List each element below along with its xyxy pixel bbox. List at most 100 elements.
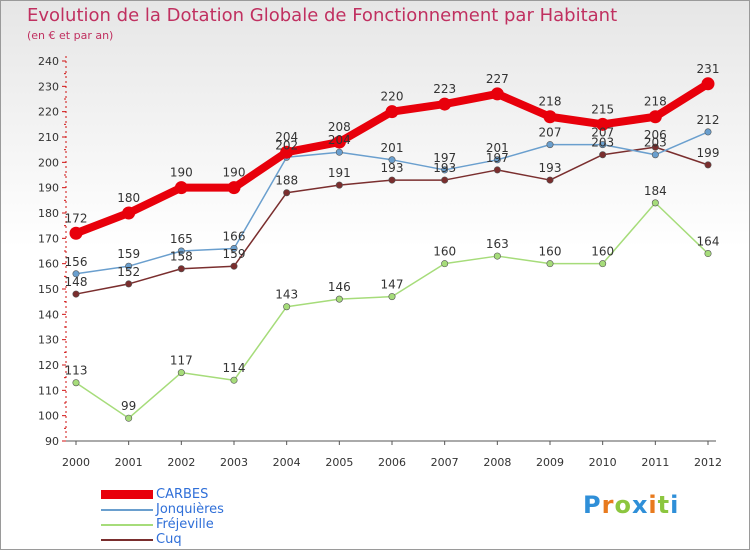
data-label: 184 <box>644 184 667 198</box>
data-point <box>385 105 399 119</box>
data-label: 165 <box>170 232 193 246</box>
data-label: 202 <box>275 138 298 152</box>
x-tick-label: 2007 <box>431 456 459 469</box>
data-label: 204 <box>275 130 298 144</box>
x-tick-label: 2011 <box>641 456 669 469</box>
legend-item-jonquieres: Jonquières <box>101 502 224 517</box>
y-tick-label: 240 <box>38 55 59 68</box>
data-label: 201 <box>486 141 509 155</box>
data-label: 227 <box>486 72 509 86</box>
data-point <box>332 135 346 149</box>
data-point <box>490 87 504 101</box>
data-point <box>283 189 291 197</box>
data-point <box>230 244 238 252</box>
data-label: 180 <box>117 191 140 205</box>
data-label: 158 <box>170 250 193 264</box>
y-tick-label: 230 <box>38 80 59 93</box>
data-point <box>546 260 554 268</box>
data-label: 193 <box>381 161 404 175</box>
data-label: 204 <box>328 133 351 147</box>
data-point <box>72 379 80 387</box>
data-label: 114 <box>223 361 246 375</box>
data-label: 215 <box>591 102 614 116</box>
legend-swatch-frejeville <box>101 523 153 526</box>
data-point <box>493 156 501 164</box>
data-label: 199 <box>697 146 720 160</box>
data-label: 197 <box>486 151 509 165</box>
data-point <box>704 161 712 169</box>
logo-letter: P <box>583 491 602 519</box>
data-point <box>227 181 241 195</box>
legend-label-carbes: CARBES <box>156 487 209 502</box>
logo-letter: i <box>648 491 658 519</box>
logo-letter: i <box>670 491 680 519</box>
data-point <box>122 206 136 220</box>
y-tick-label: 90 <box>45 435 59 448</box>
x-tick-label: 2008 <box>483 456 511 469</box>
data-point <box>493 166 501 174</box>
x-tick-label: 2003 <box>220 456 248 469</box>
data-point <box>174 181 188 195</box>
data-point <box>230 376 238 384</box>
data-point <box>704 128 712 136</box>
legend-label-jonquieres: Jonquières <box>156 502 224 517</box>
legend-item-frejeville: Fréjeville <box>101 517 224 532</box>
x-tick-label: 2002 <box>167 456 195 469</box>
data-label: 188 <box>275 174 298 188</box>
data-label: 231 <box>697 62 720 76</box>
data-label: 160 <box>539 245 562 259</box>
data-label: 203 <box>591 136 614 150</box>
data-point <box>335 148 343 156</box>
y-tick-label: 110 <box>38 384 59 397</box>
data-label: 190 <box>223 166 246 180</box>
data-label: 206 <box>644 128 667 142</box>
logo-letter: t <box>657 491 671 519</box>
x-tick-label: 2000 <box>62 456 90 469</box>
data-point <box>388 156 396 164</box>
x-tick-label: 2005 <box>325 456 353 469</box>
data-label: 218 <box>539 95 562 109</box>
data-label: 193 <box>539 161 562 175</box>
data-label: 191 <box>328 166 351 180</box>
data-point <box>125 414 133 422</box>
data-point <box>335 295 343 303</box>
legend-swatch-carbes <box>101 490 153 499</box>
data-label: 148 <box>65 275 88 289</box>
data-point <box>701 77 715 91</box>
data-point <box>438 97 452 111</box>
data-label: 160 <box>591 245 614 259</box>
data-point <box>283 303 291 311</box>
data-point <box>651 151 659 159</box>
data-label: 146 <box>328 280 351 294</box>
data-point <box>72 270 80 278</box>
data-label: 190 <box>170 166 193 180</box>
data-label: 223 <box>433 82 456 96</box>
data-point <box>441 260 449 268</box>
data-label: 160 <box>433 245 456 259</box>
data-label: 99 <box>121 399 136 413</box>
data-label: 193 <box>433 161 456 175</box>
data-point <box>546 141 554 149</box>
logo-letter: o <box>614 491 632 519</box>
data-label: 208 <box>328 120 351 134</box>
data-label: 159 <box>223 247 246 261</box>
y-tick-label: 180 <box>38 207 59 220</box>
data-point <box>493 252 501 260</box>
series-layer <box>69 77 715 422</box>
data-point <box>388 293 396 301</box>
data-label: 164 <box>697 235 720 249</box>
data-point <box>704 250 712 258</box>
legend-item-cuq: Cuq <box>101 532 224 547</box>
y-tick-label: 100 <box>38 410 59 423</box>
data-point <box>280 145 294 159</box>
data-point <box>596 117 610 131</box>
y-tick-label: 130 <box>38 334 59 347</box>
data-point <box>230 262 238 270</box>
data-point <box>599 151 607 159</box>
data-label: 147 <box>381 278 404 292</box>
data-point <box>441 176 449 184</box>
y-tick-label: 160 <box>38 258 59 271</box>
data-label: 152 <box>117 265 140 279</box>
data-point <box>543 110 557 124</box>
data-label: 207 <box>539 126 562 140</box>
